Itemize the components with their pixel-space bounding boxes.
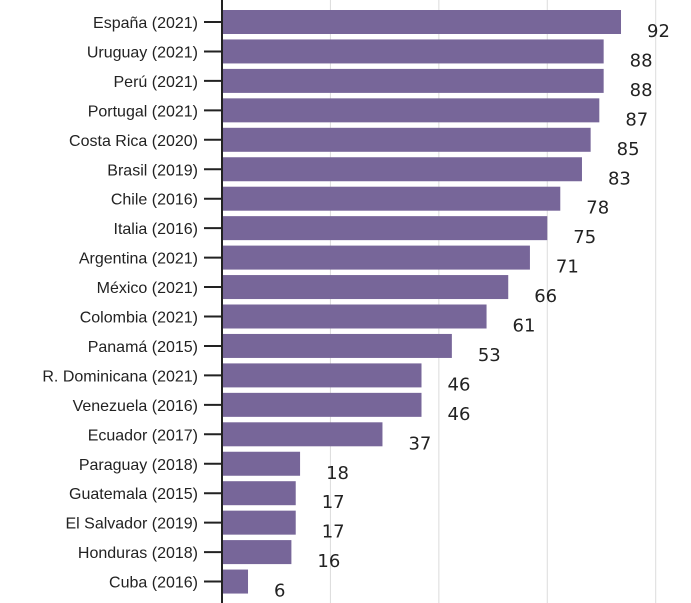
value-label: 85 <box>617 139 640 160</box>
category-label: Honduras (2018) <box>78 545 198 562</box>
category-label: Guatemala (2015) <box>69 486 198 503</box>
bar <box>222 275 509 300</box>
value-label: 6 <box>274 581 285 602</box>
category-label: Perú (2021) <box>114 74 199 91</box>
category-label: Italia (2016) <box>114 221 199 238</box>
value-label: 88 <box>630 50 653 71</box>
bar <box>222 481 296 506</box>
bar <box>222 333 452 358</box>
bar <box>222 127 591 152</box>
bar <box>222 392 422 417</box>
category-label: España (2021) <box>93 15 198 32</box>
category-label: Argentina (2021) <box>79 251 198 268</box>
value-label: 46 <box>448 374 471 395</box>
value-label: 71 <box>556 257 579 278</box>
value-label: 92 <box>647 21 670 42</box>
bar <box>222 10 622 34</box>
bars <box>222 10 622 594</box>
category-label: El Salvador (2019) <box>65 516 198 533</box>
value-label: 53 <box>478 345 501 366</box>
value-label: 17 <box>322 492 345 513</box>
category-label: Brasil (2019) <box>107 162 198 179</box>
value-label: 61 <box>513 316 536 337</box>
value-label: 75 <box>573 227 596 248</box>
bar <box>222 569 249 594</box>
category-label: Ecuador (2017) <box>88 427 198 444</box>
bar <box>222 245 530 270</box>
bar <box>222 510 296 535</box>
category-label: Colombia (2021) <box>80 310 198 327</box>
value-labels: 92 88 88 87 85 83 78 75 71 66 61 53 46 46 37 18 17 17 16 6 <box>274 21 670 602</box>
category-label: Venezuela (2016) <box>73 398 198 415</box>
value-label: 88 <box>630 80 653 101</box>
category-label: Chile (2016) <box>111 192 198 209</box>
value-label: 83 <box>608 168 631 189</box>
category-label: Uruguay (2021) <box>87 44 198 61</box>
category-label: R. Dominicana (2021) <box>42 368 198 385</box>
bar <box>222 216 548 241</box>
category-label: Portugal (2021) <box>88 103 198 120</box>
value-label: 87 <box>625 109 648 130</box>
value-label: 16 <box>317 551 340 572</box>
category-label: Cuba (2016) <box>109 575 198 592</box>
bar <box>222 304 487 329</box>
category-labels: España (2021) Uruguay (2021) Perú (2021) Po… <box>42 15 198 592</box>
category-label: Paraguay (2018) <box>79 457 198 474</box>
bar <box>222 422 383 447</box>
value-label: 37 <box>408 433 431 454</box>
bar <box>222 451 301 476</box>
value-label: 17 <box>322 522 345 543</box>
bar <box>222 157 582 182</box>
bar <box>222 540 292 565</box>
category-label: México (2021) <box>97 280 198 297</box>
category-label: Costa Rica (2020) <box>69 133 198 150</box>
value-label: 18 <box>326 463 349 484</box>
category-label: Panamá (2015) <box>88 339 198 356</box>
bar <box>222 363 422 388</box>
bar <box>222 39 604 64</box>
value-label: 78 <box>586 198 609 219</box>
value-label: 66 <box>534 286 557 307</box>
value-label: 46 <box>448 404 471 425</box>
bar <box>222 68 604 93</box>
bar <box>222 98 600 123</box>
y-axis <box>204 0 223 603</box>
bar <box>222 186 561 211</box>
